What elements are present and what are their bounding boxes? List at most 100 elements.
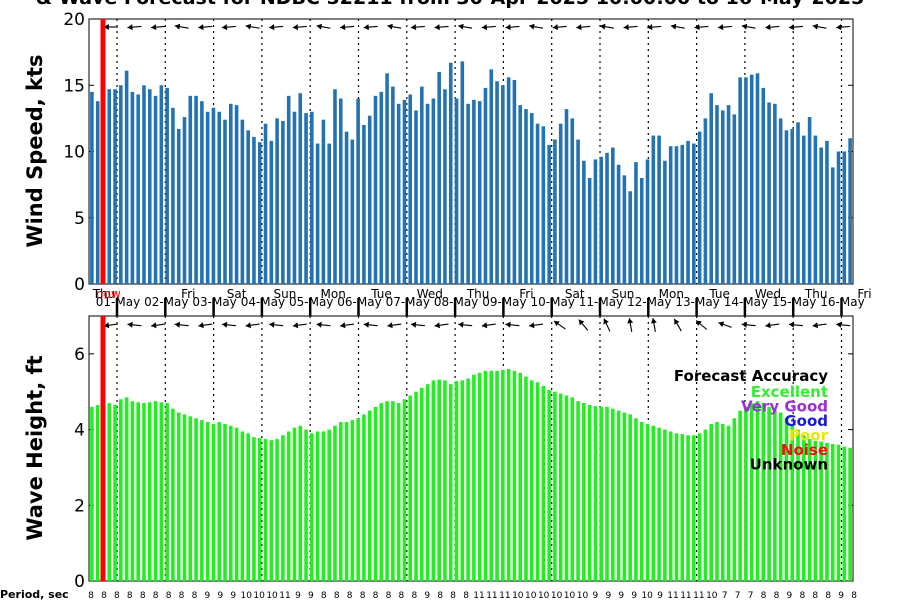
period-value: 9 [424, 591, 430, 600]
wave-bar [830, 443, 835, 581]
wave-bar [338, 422, 343, 581]
wave-bar [599, 406, 604, 581]
wind-direction-arrow [529, 23, 544, 30]
wind-bar [124, 70, 129, 284]
wind-bar [593, 159, 598, 284]
wind-bar [333, 89, 337, 284]
period-value: 9 [605, 591, 611, 600]
wave-bar [755, 401, 760, 581]
period-value: 8 [812, 591, 818, 600]
wind-direction-arrow [387, 23, 402, 30]
wave-bar [535, 382, 540, 581]
wave-bar [298, 425, 303, 581]
wave-direction-arrow [505, 321, 520, 328]
period-value: 8 [347, 591, 353, 600]
wave-bar [159, 402, 164, 581]
wind-bar [744, 77, 748, 284]
wave-bar [616, 410, 621, 581]
period-value: 11 [473, 591, 484, 600]
wind-bar [738, 77, 742, 284]
wind-bar [749, 74, 754, 285]
wave-bar [512, 370, 517, 581]
period-value: 8 [334, 591, 340, 600]
legend-item-good: Good [784, 412, 828, 430]
wave-bar [113, 404, 117, 581]
wind-bar [842, 151, 847, 284]
wind-direction-arrow [245, 23, 260, 30]
wave-bar [495, 370, 499, 581]
period-value: 8 [114, 591, 120, 600]
wave-direction-arrow [481, 322, 496, 329]
period-value: 9 [230, 591, 236, 600]
wave-bar [732, 418, 737, 581]
period-value: 8 [825, 591, 831, 600]
wind-bar [356, 98, 360, 284]
wind-bar [541, 126, 546, 284]
wind-bar [813, 135, 818, 284]
wind-bar [518, 105, 522, 284]
wave-bar [420, 387, 424, 581]
wave-bar [489, 370, 494, 581]
wind-bar [350, 139, 355, 284]
wave-bar [738, 410, 742, 581]
wind-bar [385, 73, 389, 284]
wave-bar [431, 380, 436, 581]
wind-bar [674, 146, 679, 284]
wind-bar [373, 95, 378, 284]
wind-bar [761, 87, 766, 285]
wave-y-axis-label: Wave Height, ft [23, 355, 47, 540]
wind-bar [281, 121, 285, 285]
wave-y-tick-label: 6 [74, 345, 85, 365]
wind-bar [611, 147, 615, 284]
wind-bar [830, 167, 835, 284]
wind-direction-arrow [718, 24, 733, 31]
wind-bar [616, 164, 621, 284]
wave-direction-arrow [695, 320, 708, 330]
period-value: 11 [667, 591, 678, 600]
wave-bar [200, 420, 204, 581]
wave-bar [194, 418, 198, 581]
wind-bar [599, 156, 604, 284]
wind-direction-arrow [292, 24, 307, 31]
wind-direction-arrow [340, 24, 355, 31]
wind-bar [784, 130, 789, 284]
wave-bar [234, 427, 239, 581]
wind-bar [506, 77, 511, 284]
wind-bar [848, 138, 852, 284]
period-value: 9 [205, 591, 211, 600]
wind-y-axis-label: Wind Speed, kts [23, 54, 47, 247]
wave-bar [558, 393, 563, 581]
wind-bar [298, 93, 303, 284]
wave-bar [171, 408, 175, 581]
day-name-label: Fri [181, 287, 195, 301]
wind-bar [425, 103, 430, 284]
wave-direction-arrow [340, 322, 355, 329]
wind-bar [142, 85, 146, 284]
wind-bar [269, 140, 274, 284]
wave-bar [460, 380, 465, 581]
wave-direction-arrow [836, 321, 851, 328]
wave-bar [269, 440, 274, 581]
wind-bar [535, 123, 540, 284]
wind-bar [807, 117, 812, 284]
wind-y-tick-label: 10 [63, 143, 85, 163]
wave-bar [697, 433, 702, 581]
wind-bar [338, 98, 343, 284]
wave-bar [483, 370, 488, 581]
wind-bar [466, 103, 470, 284]
wind-y-tick-label: 5 [74, 209, 85, 229]
wave-direction-arrow [363, 321, 378, 328]
wind-bar [240, 119, 245, 284]
wave-bar [136, 402, 140, 581]
wave-direction-arrow [103, 322, 118, 329]
wave-bar [107, 403, 112, 581]
period-value: 10 [564, 591, 576, 600]
wave-bar [391, 401, 395, 581]
wave-bar [281, 435, 285, 581]
wind-bar [408, 94, 413, 285]
wave-direction-arrow [718, 321, 732, 328]
wave-bar [327, 429, 331, 581]
wind-direction-arrow [103, 24, 118, 30]
wave-bar [396, 403, 401, 581]
wave-y-tick-label: 4 [74, 421, 85, 441]
